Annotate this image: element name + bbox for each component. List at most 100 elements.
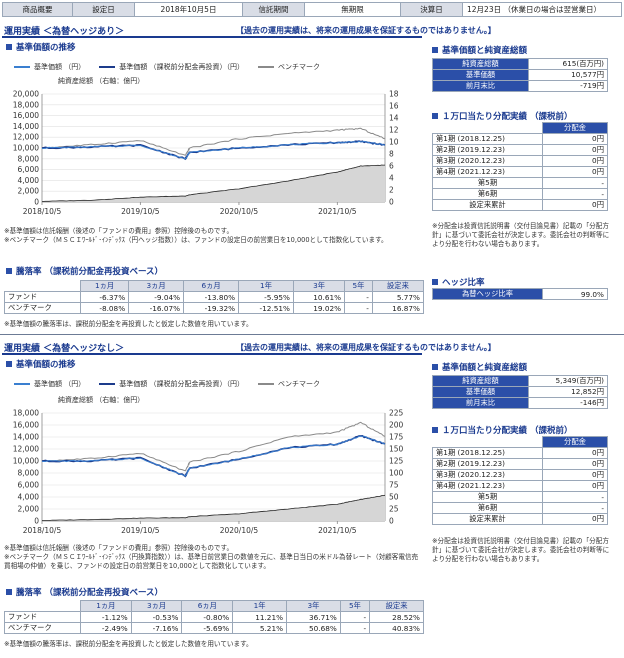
distribution-col-header: 分配金 [542,122,608,134]
y2-tick-label: 16 [389,102,399,111]
y2-tick-label: 2 [389,186,394,195]
legend-swatch [257,383,274,385]
distribution-table: 分配金 第1期 (2018.12.25) 0円 第2期 (2019.12.23) 0… [432,122,608,211]
heading-square-icon [432,47,438,53]
distribution-row-value: 0円 [542,469,608,481]
distribution-row: 第4期 (2021.12.23) 0円 [432,480,608,492]
returns-heading-text: 騰落率 （課税前分配金再投資ベース） [16,267,164,277]
section-title-unhedged: 運用実績 ＜為替ヘッジなし＞ [4,344,125,354]
y2-tick-label: 225 [389,409,404,418]
y-tick-label: 2,000 [18,505,40,514]
returns-col-header: 1ヵ月 [79,280,130,292]
returns-row-fund: ファンド -6.37% -9.04% -13.80% -5.95% 10.61%… [4,291,425,303]
y2-tick-label: 75 [389,481,399,490]
returns-col-header: 3年 [292,280,346,292]
distribution-row-label: 第1期 (2018.12.25) [432,447,543,459]
distribution-row: 第2期 (2019.12.23) 0円 [432,458,608,470]
chart-note: ※基準価額は信託報酬（後述の「ファンドの費用」参照）控除後のものです。 [4,227,234,235]
returns-col-header: 5年 [344,280,373,292]
returns-row-benchmark: ベンチマーク -8.08% -16.07% -19.32% -12.51% 19… [4,302,425,314]
returns-table: 1ヵ月 3ヵ月 6ヵ月 1年 3年 5年 設定来 ファンド -1.12% -0.… [4,600,424,634]
returns-header-row: 1ヵ月 3ヵ月 6ヵ月 1年 3年 5年 設定来 [4,600,424,612]
returns-table: 1ヵ月 3ヵ月 6ヵ月 1年 3年 5年 設定来 ファンド -6.37% -9.… [4,280,425,314]
distribution-col-header: 分配金 [542,436,608,448]
chart-note: ※ベンチマーク（ＭＳＣＩﾜｰﾙﾄﾞ･ｲﾝﾃﾞｯｸｽ（円換算指数））は、基準日前営… [4,553,419,570]
legend-item-nav-reinvest: 基準価額 （課税前分配金再投資）（円） [99,62,244,72]
chart-notes: ※基準価額は信託報酬（後述の「ファンドの費用」参照）控除後のものです。 ※ベンチ… [4,544,424,571]
series-line-nav-reinvest [41,434,386,478]
nav-row-label: 前月末比 [432,397,529,409]
returns-col-header: 6ヵ月 [183,280,240,292]
y-tick-label: 0 [34,198,39,207]
y-tick-label: 10,000 [13,144,39,153]
x-tick-label: 2019/10/5 [121,207,160,216]
legend-swatch [99,383,116,385]
legend-item-benchmark: ベンチマーク [257,379,320,389]
section-title-hedged: 運用実績 ＜為替ヘッジあり＞ [4,27,125,37]
distribution-note: ※分配金は投資信託説明書（交付目論見書）記載の「分配方針」に基づいて委託会社が決… [432,537,610,563]
hedge-ratio-heading-text: ヘッジ比率 [442,278,485,288]
y2-tick-label: 4 [389,174,394,183]
y-tick-label: 4,000 [18,176,40,185]
nav-row-label: 基準価額 [432,386,529,398]
distribution-row-value: 0円 [542,458,608,470]
returns-row-label: ファンド [4,611,81,623]
nav-row-label: 純資産総額 [432,58,529,70]
returns-cell: -2.49% [80,622,132,634]
returns-cell: -5.69% [181,622,234,634]
returns-cell: -9.04% [128,291,185,303]
assets-area [42,495,385,521]
y-tick-label: 18,000 [13,409,39,418]
legend-label: 基準価額 （円） [34,380,86,388]
y2-tick-label: 150 [389,445,404,454]
legend-label: 基準価額 （課税前分配金再投資）（円） [119,380,244,388]
distribution-table: 分配金 第1期 (2018.12.25) 0円 第2期 (2019.12.23) 0… [432,436,608,525]
legend-item-benchmark: ベンチマーク [257,62,320,72]
nav-assets-heading-text: 基準価額と純資産総額 [442,46,528,56]
y-tick-label: 10,000 [13,457,39,466]
nav-row: 前月末比 -719円 [432,80,608,92]
returns-row-label: ベンチマーク [4,622,81,634]
distribution-row: 第3期 (2020.12.23) 0円 [432,155,608,167]
legend-swatch [14,383,30,385]
legend-swatch [99,66,116,68]
returns-col-header: 1年 [238,280,294,292]
series-line-nav [41,140,386,160]
setup-date-value: 2018年10月5日 [135,3,243,16]
section-underline [2,36,422,38]
distribution-row: 第1期 (2018.12.25) 0円 [432,133,608,145]
y-tick-label: 14,000 [13,122,39,131]
distribution-row: 第4期 (2021.12.23) 0円 [432,166,608,178]
y2-tick-label: 10 [389,138,399,147]
distribution-row: 第1期 (2018.12.25) 0円 [432,447,608,459]
series-line-nav [42,435,386,477]
hedge-ratio-table: 為替ヘッジ比率 99.0% [432,288,608,300]
section-divider [0,334,624,335]
nav-row: 純資産総額 615(百万円) [432,58,608,70]
distribution-row-value: 0円 [542,133,608,145]
distribution-heading-text: １万口当たり分配実績 （課税前） [442,426,573,436]
returns-cell: -19.32% [183,302,240,314]
distribution-row-label: 第6期 [432,188,543,200]
x-tick-label: 2018/10/5 [23,207,62,216]
returns-cell: -0.53% [130,611,183,623]
legend-label: ベンチマーク [277,380,320,388]
performance-disclaimer: 【過去の運用実績は、将来の運用成果を保証するものではありません。】 [236,26,496,35]
series-line-benchmark [41,421,386,472]
settlement-date-value: 12月23日 （休業日の場合は翌営業日） [463,3,621,16]
y-tick-label: 8,000 [18,469,40,478]
returns-col-header: 3ヵ月 [128,280,185,292]
distribution-row-label: 第5期 [432,491,543,503]
section-underline [2,353,422,355]
nav-assets-heading-text: 基準価額と純資産総額 [442,363,528,373]
legend-label: 基準価額 （課税前分配金再投資）（円） [119,63,244,71]
hedge-ratio-heading: ヘッジ比率 [432,276,485,288]
distribution-row-label: 設定来累計 [432,199,543,211]
returns-row-benchmark: ベンチマーク -2.49% -7.16% -5.69% 5.21% 50.68%… [4,622,424,634]
trust-term-value: 無期限 [305,3,401,16]
nav-row-value: 5,349(百万円) [528,375,608,387]
trust-term-label: 信託期間 [243,3,305,16]
returns-cell: 5.21% [232,622,288,634]
distribution-row-value: 0円 [542,166,608,178]
distribution-heading: １万口当たり分配実績 （課税前） [432,110,572,122]
